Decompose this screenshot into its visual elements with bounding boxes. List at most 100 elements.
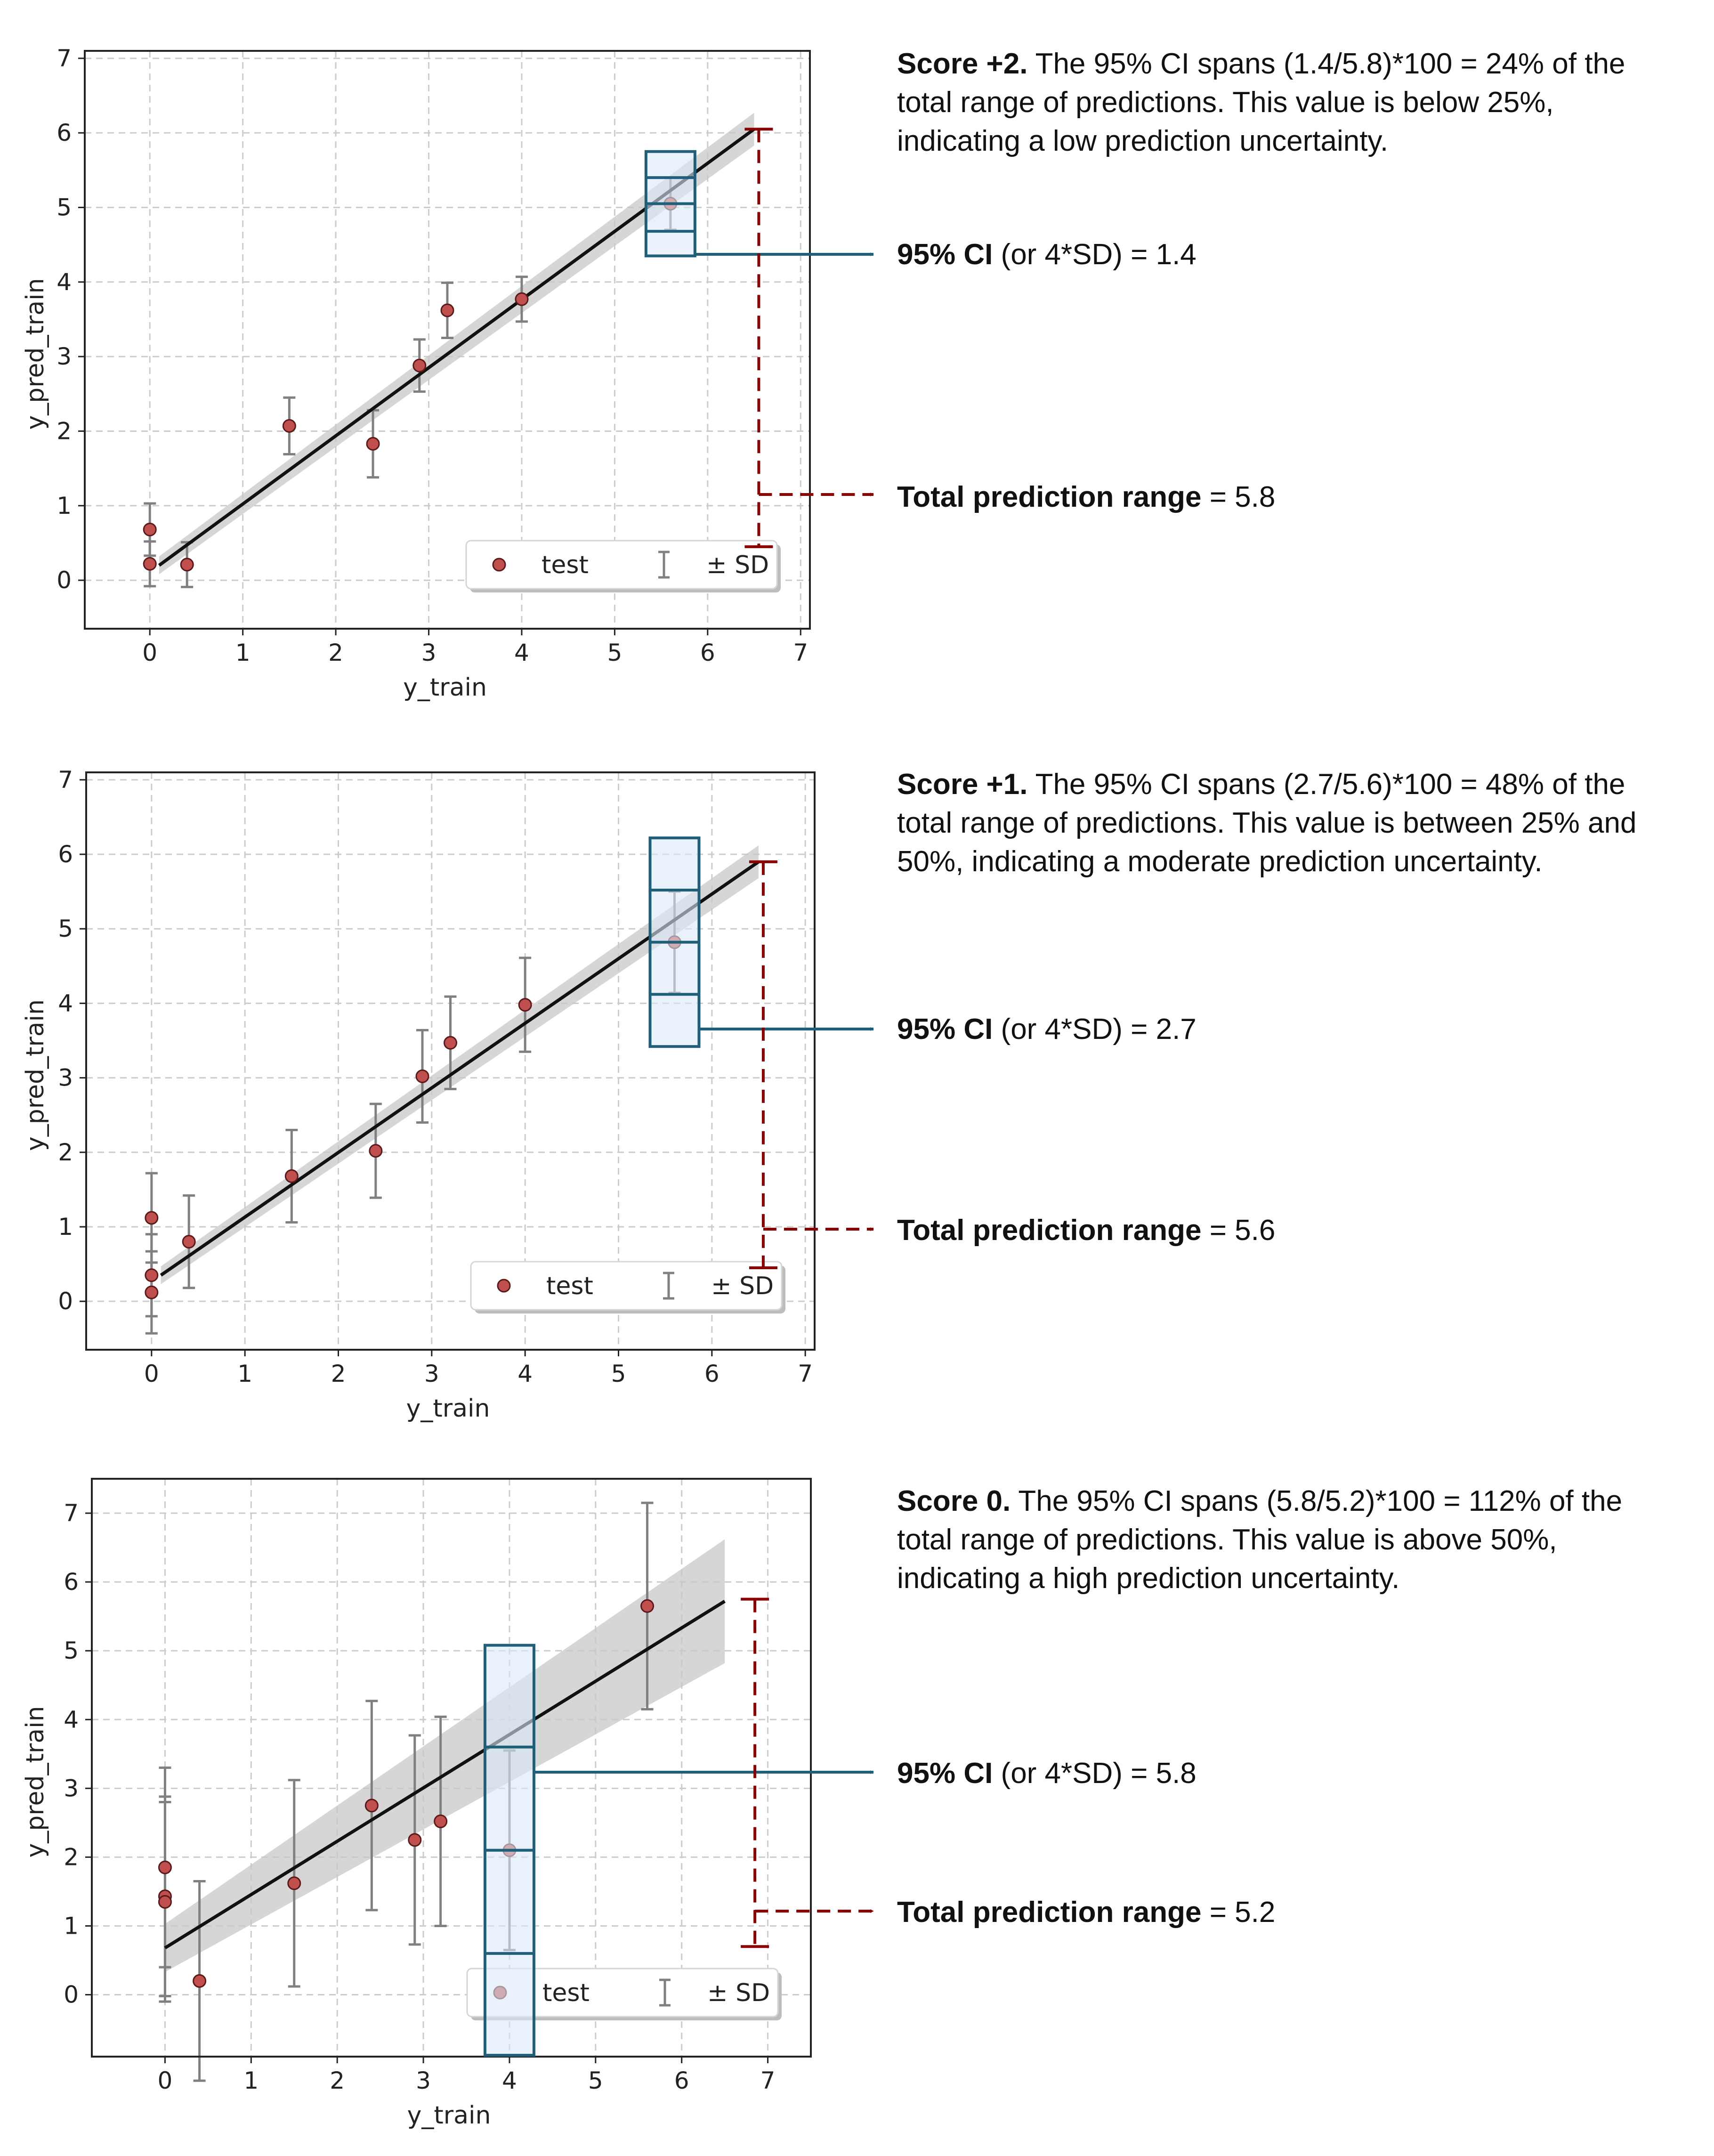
tick-label-x: 4 — [517, 1360, 533, 1387]
score-explanation: The 95% CI spans (5.8/5.2)*100 = 112% of… — [897, 1485, 1623, 1595]
tick-label-x: 5 — [607, 639, 622, 666]
tick-label-x: 2 — [331, 1360, 346, 1387]
range-callout-1: Total prediction range = 5.8 — [897, 480, 1275, 514]
legend-errorbar-label: ± SD — [706, 551, 769, 579]
data-point — [145, 1268, 159, 1282]
tick-label-x: 1 — [237, 1360, 252, 1387]
data-point — [518, 998, 532, 1012]
data-point — [182, 1235, 196, 1249]
tick-label-y: 0 — [58, 1288, 73, 1315]
tick-label-y: 6 — [64, 1568, 79, 1596]
score-label: Score +2. — [897, 48, 1028, 80]
tick-label-y: 4 — [58, 989, 73, 1017]
tick-label-x: 1 — [243, 2067, 259, 2094]
legend-point-marker — [497, 1279, 511, 1293]
tick-label-x: 0 — [144, 1360, 159, 1387]
tick-label-x: 3 — [424, 1360, 439, 1387]
data-point — [366, 437, 380, 451]
data-point — [408, 1833, 422, 1847]
legend-box — [465, 540, 778, 590]
tick-label-x: 7 — [760, 2067, 776, 2094]
data-point — [640, 1599, 655, 1613]
score-note-1: Score +2. The 95% CI spans (1.4/5.8)*100… — [897, 45, 1650, 161]
data-point — [415, 1069, 429, 1083]
data-point — [412, 358, 427, 373]
tick-label-x: 6 — [700, 639, 715, 666]
tick-label-x: 5 — [611, 1360, 626, 1387]
range-callout-value: = 5.2 — [1201, 1896, 1276, 1929]
x-axis-label: y_train — [407, 2101, 491, 2130]
ci-callout-label: 95% CI — [897, 1757, 993, 1790]
data-point — [287, 1876, 301, 1890]
fit-confidence-band — [159, 113, 754, 575]
data-point — [434, 1814, 448, 1828]
range-callout-label: Total prediction range — [897, 481, 1202, 513]
ci-callout-3: 95% CI (or 4*SD) = 5.8 — [897, 1757, 1197, 1790]
range-callout-label: Total prediction range — [897, 1896, 1202, 1929]
tick-label-x: 0 — [158, 2067, 173, 2094]
y-axis-label: y_pred_train — [21, 999, 49, 1151]
data-point — [180, 558, 194, 572]
data-point — [145, 1285, 159, 1299]
tick-label-x: 6 — [704, 1360, 720, 1387]
ci-callout-value: (or 4*SD) = 1.4 — [993, 238, 1197, 271]
tick-label-x: 6 — [674, 2067, 689, 2094]
plot-frame — [91, 1478, 812, 2058]
tick-label-y: 6 — [58, 841, 73, 868]
range-callout-value: = 5.8 — [1201, 481, 1276, 513]
legend-box — [470, 1261, 783, 1311]
tick-label-y: 3 — [64, 1775, 79, 1802]
range-callout-label: Total prediction range — [897, 1214, 1202, 1247]
legend-errorbar-label: ± SD — [711, 1272, 774, 1300]
range-callout-value: = 5.6 — [1201, 1214, 1276, 1247]
data-point — [143, 557, 157, 571]
tick-label-x: 3 — [416, 2067, 431, 2094]
y-axis-label: y_pred_train — [21, 278, 49, 430]
tick-label-y: 4 — [64, 1706, 79, 1733]
score-explanation: The 95% CI spans (2.7/5.6)*100 = 48% of … — [897, 768, 1637, 878]
data-point — [282, 419, 296, 433]
ci-callout-value: (or 4*SD) = 5.8 — [993, 1757, 1197, 1790]
legend-errorbar-label: ± SD — [707, 1979, 770, 2007]
plot-frame — [84, 50, 811, 630]
tick-label-x: 3 — [421, 639, 437, 666]
legend-point-label: test — [542, 551, 589, 579]
range-callout-2: Total prediction range = 5.6 — [897, 1214, 1275, 1247]
ci-callout-1: 95% CI (or 4*SD) = 1.4 — [897, 238, 1197, 271]
tick-label-y: 5 — [58, 915, 73, 942]
data-point — [515, 292, 529, 306]
tick-label-y: 4 — [57, 268, 72, 296]
tick-label-y: 0 — [64, 1981, 79, 2009]
plot-frame — [85, 771, 816, 1351]
fit-confidence-band — [161, 845, 759, 1284]
data-point — [158, 1860, 172, 1874]
x-axis-label: y_train — [406, 1394, 490, 1423]
data-point — [364, 1799, 379, 1813]
range-callout-3: Total prediction range = 5.2 — [897, 1896, 1275, 1929]
data-point — [193, 1974, 207, 1988]
tick-label-x: 0 — [142, 639, 157, 666]
tick-label-x: 4 — [514, 639, 529, 666]
ci-callout-value: (or 4*SD) = 2.7 — [993, 1013, 1197, 1046]
tick-label-x: 4 — [502, 2067, 517, 2094]
tick-label-y: 5 — [57, 194, 72, 221]
tick-label-x: 5 — [588, 2067, 603, 2094]
legend-box — [466, 1968, 779, 2018]
legend-point-marker — [492, 558, 506, 572]
tick-label-x: 1 — [235, 639, 251, 666]
ci-callout-label: 95% CI — [897, 238, 993, 271]
tick-label-x: 7 — [798, 1360, 813, 1387]
tick-label-y: 1 — [58, 1213, 73, 1240]
fit-confidence-band — [165, 1539, 725, 1972]
tick-label-y: 6 — [57, 119, 72, 146]
data-point — [145, 1211, 159, 1225]
x-axis-label: y_train — [403, 673, 487, 702]
tick-label-x: 2 — [328, 639, 343, 666]
tick-label-y: 5 — [64, 1637, 79, 1664]
ci-callout-2: 95% CI (or 4*SD) = 2.7 — [897, 1013, 1197, 1046]
tick-label-x: 7 — [793, 639, 808, 666]
tick-label-y: 7 — [57, 45, 72, 72]
